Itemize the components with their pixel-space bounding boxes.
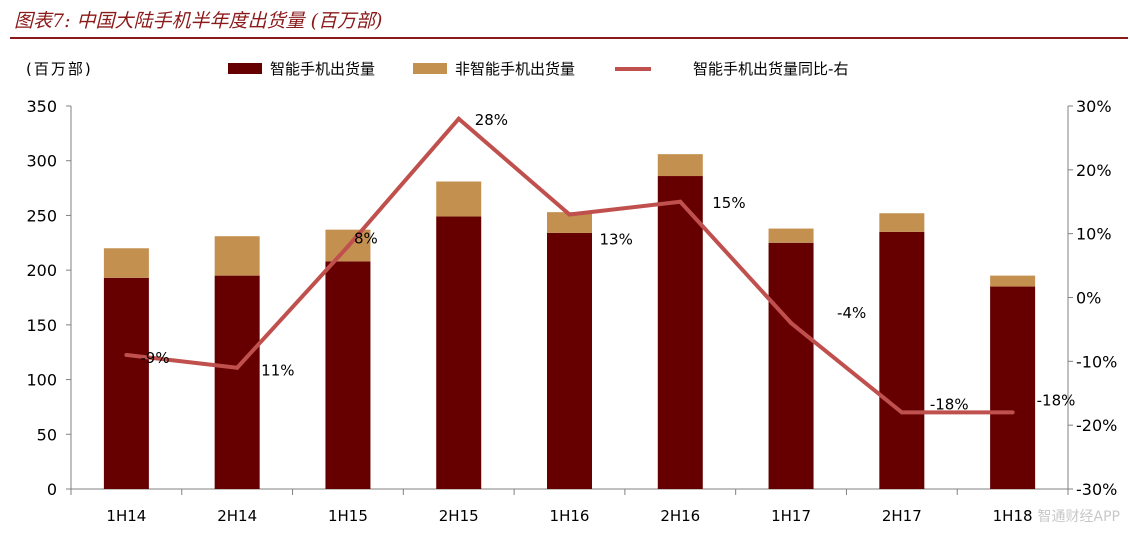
x-axis-tick-label: 2H17 — [882, 507, 922, 525]
bar-nonsmart — [879, 213, 925, 232]
right-axis-tick-label: -20% — [1076, 416, 1117, 435]
left-axis-tick-label: 250 — [26, 206, 57, 225]
yoy-data-label: -18% — [930, 395, 969, 413]
bar-smart — [436, 216, 482, 489]
yoy-point — [567, 212, 572, 217]
x-axis-tick-label: 1H16 — [550, 507, 590, 525]
bar-smart — [547, 232, 592, 490]
yoy-data-label: -9% — [140, 349, 169, 367]
left-axis-tick-label: 50 — [37, 425, 57, 444]
bar-smart — [768, 242, 814, 489]
bar-nonsmart — [657, 154, 703, 177]
x-axis-tick-label: 2H15 — [439, 507, 479, 525]
yoy-point — [899, 410, 904, 415]
x-axis-tick-label: 1H18 — [993, 507, 1033, 525]
unit-label: (百万部) — [26, 60, 93, 78]
yoy-point — [678, 199, 683, 204]
bar-smart — [103, 277, 149, 489]
left-axis-tick-label: 0 — [47, 480, 57, 499]
yoy-data-label: 11% — [261, 362, 294, 380]
figure-title: 图表7: 中国大陆手机半年度出货量 (百万部) — [14, 10, 383, 32]
bar-smart — [325, 261, 371, 489]
right-axis-tick-label: 30% — [1076, 97, 1112, 116]
bar-smart — [879, 231, 925, 490]
watermark: 智通财经APP — [1037, 509, 1120, 525]
yoy-data-label: -18% — [1037, 391, 1076, 409]
yoy-point — [235, 365, 240, 370]
yoy-data-label: -4% — [837, 304, 866, 322]
legend-swatch-nonsmart — [413, 63, 448, 74]
legend-label-yoy: 智能手机出货量同比-右 — [693, 60, 849, 78]
yoy-point — [456, 116, 461, 121]
yoy-point — [124, 352, 129, 357]
legend-swatch-smart — [228, 63, 262, 74]
yoy-point — [789, 321, 794, 326]
legend-item-nonsmart: 非智能手机出货量 — [413, 58, 575, 79]
yoy-data-label: 28% — [475, 111, 508, 129]
bar-nonsmart — [547, 212, 592, 233]
right-axis-tick-label: 20% — [1076, 161, 1112, 180]
x-axis-tick-label: 1H14 — [106, 507, 146, 525]
left-axis-tick-label: 300 — [26, 152, 57, 171]
yoy-data-label: 8% — [354, 229, 378, 247]
bar-nonsmart — [214, 236, 260, 276]
x-axis-tick-label: 2H16 — [660, 507, 700, 525]
yoy-point — [1010, 410, 1015, 415]
legend-item-yoy: 智能手机出货量同比-右 — [613, 58, 848, 79]
left-axis-tick-label: 200 — [26, 261, 57, 280]
yoy-data-label: 15% — [712, 194, 745, 212]
right-axis-tick-label: -30% — [1076, 480, 1117, 499]
bar-smart — [657, 176, 703, 489]
x-axis-tick-label: 2H14 — [217, 507, 257, 525]
title-divider — [10, 37, 1128, 39]
yoy-data-label: 13% — [600, 231, 633, 249]
yoy-point — [345, 244, 350, 249]
bar-nonsmart — [103, 248, 149, 278]
legend: 智能手机出货量 非智能手机出货量 智能手机出货量同比-右 — [228, 58, 886, 79]
left-axis-tick-label: 350 — [26, 97, 57, 116]
left-axis-tick-label: 150 — [26, 316, 57, 335]
x-axis-tick-label: 1H17 — [771, 507, 811, 525]
bar-smart — [990, 286, 1036, 489]
legend-label-smart: 智能手机出货量 — [270, 60, 376, 78]
right-axis-tick-label: -10% — [1076, 352, 1117, 371]
bar-nonsmart — [990, 275, 1036, 287]
bar-nonsmart — [436, 181, 482, 217]
bar-smart — [214, 275, 260, 489]
legend-item-smart: 智能手机出货量 — [228, 58, 375, 79]
x-axis-tick-label: 1H15 — [328, 507, 368, 525]
bar-nonsmart — [768, 228, 814, 243]
legend-swatch-yoy — [615, 66, 652, 71]
legend-label-nonsmart: 非智能手机出货量 — [455, 60, 576, 78]
left-axis-tick-label: 100 — [26, 371, 57, 390]
right-axis-tick-label: 0% — [1076, 289, 1101, 308]
right-axis-tick-label: 10% — [1076, 225, 1112, 244]
